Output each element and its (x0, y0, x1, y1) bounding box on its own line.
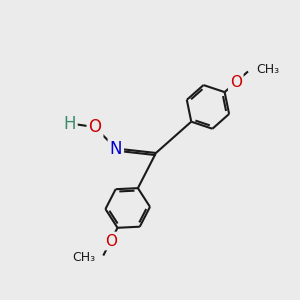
Text: O: O (88, 118, 101, 136)
Text: H: H (63, 115, 76, 133)
Text: O: O (105, 233, 117, 248)
Text: O: O (230, 75, 242, 90)
Text: CH₃: CH₃ (256, 63, 280, 76)
Text: N: N (110, 140, 122, 158)
Text: CH₃: CH₃ (72, 250, 95, 263)
